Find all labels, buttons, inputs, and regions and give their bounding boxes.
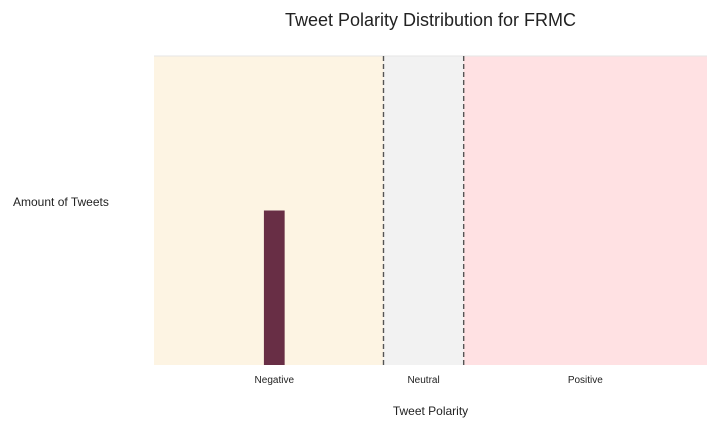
x-tick-label-positive: Positive: [568, 375, 603, 386]
chart-title: Tweet Polarity Distribution for FRMC: [284, 10, 577, 30]
y-axis-label: Amount of Tweets: [13, 195, 109, 209]
x-tick-label-neutral: Neutral: [407, 375, 439, 386]
x-axis-label: Tweet Polarity: [392, 404, 469, 418]
bar-1: [263, 210, 285, 365]
region-neutral: [383, 56, 464, 365]
x-tick-label-negative: Negative: [255, 375, 295, 386]
region-positive: [463, 56, 707, 365]
